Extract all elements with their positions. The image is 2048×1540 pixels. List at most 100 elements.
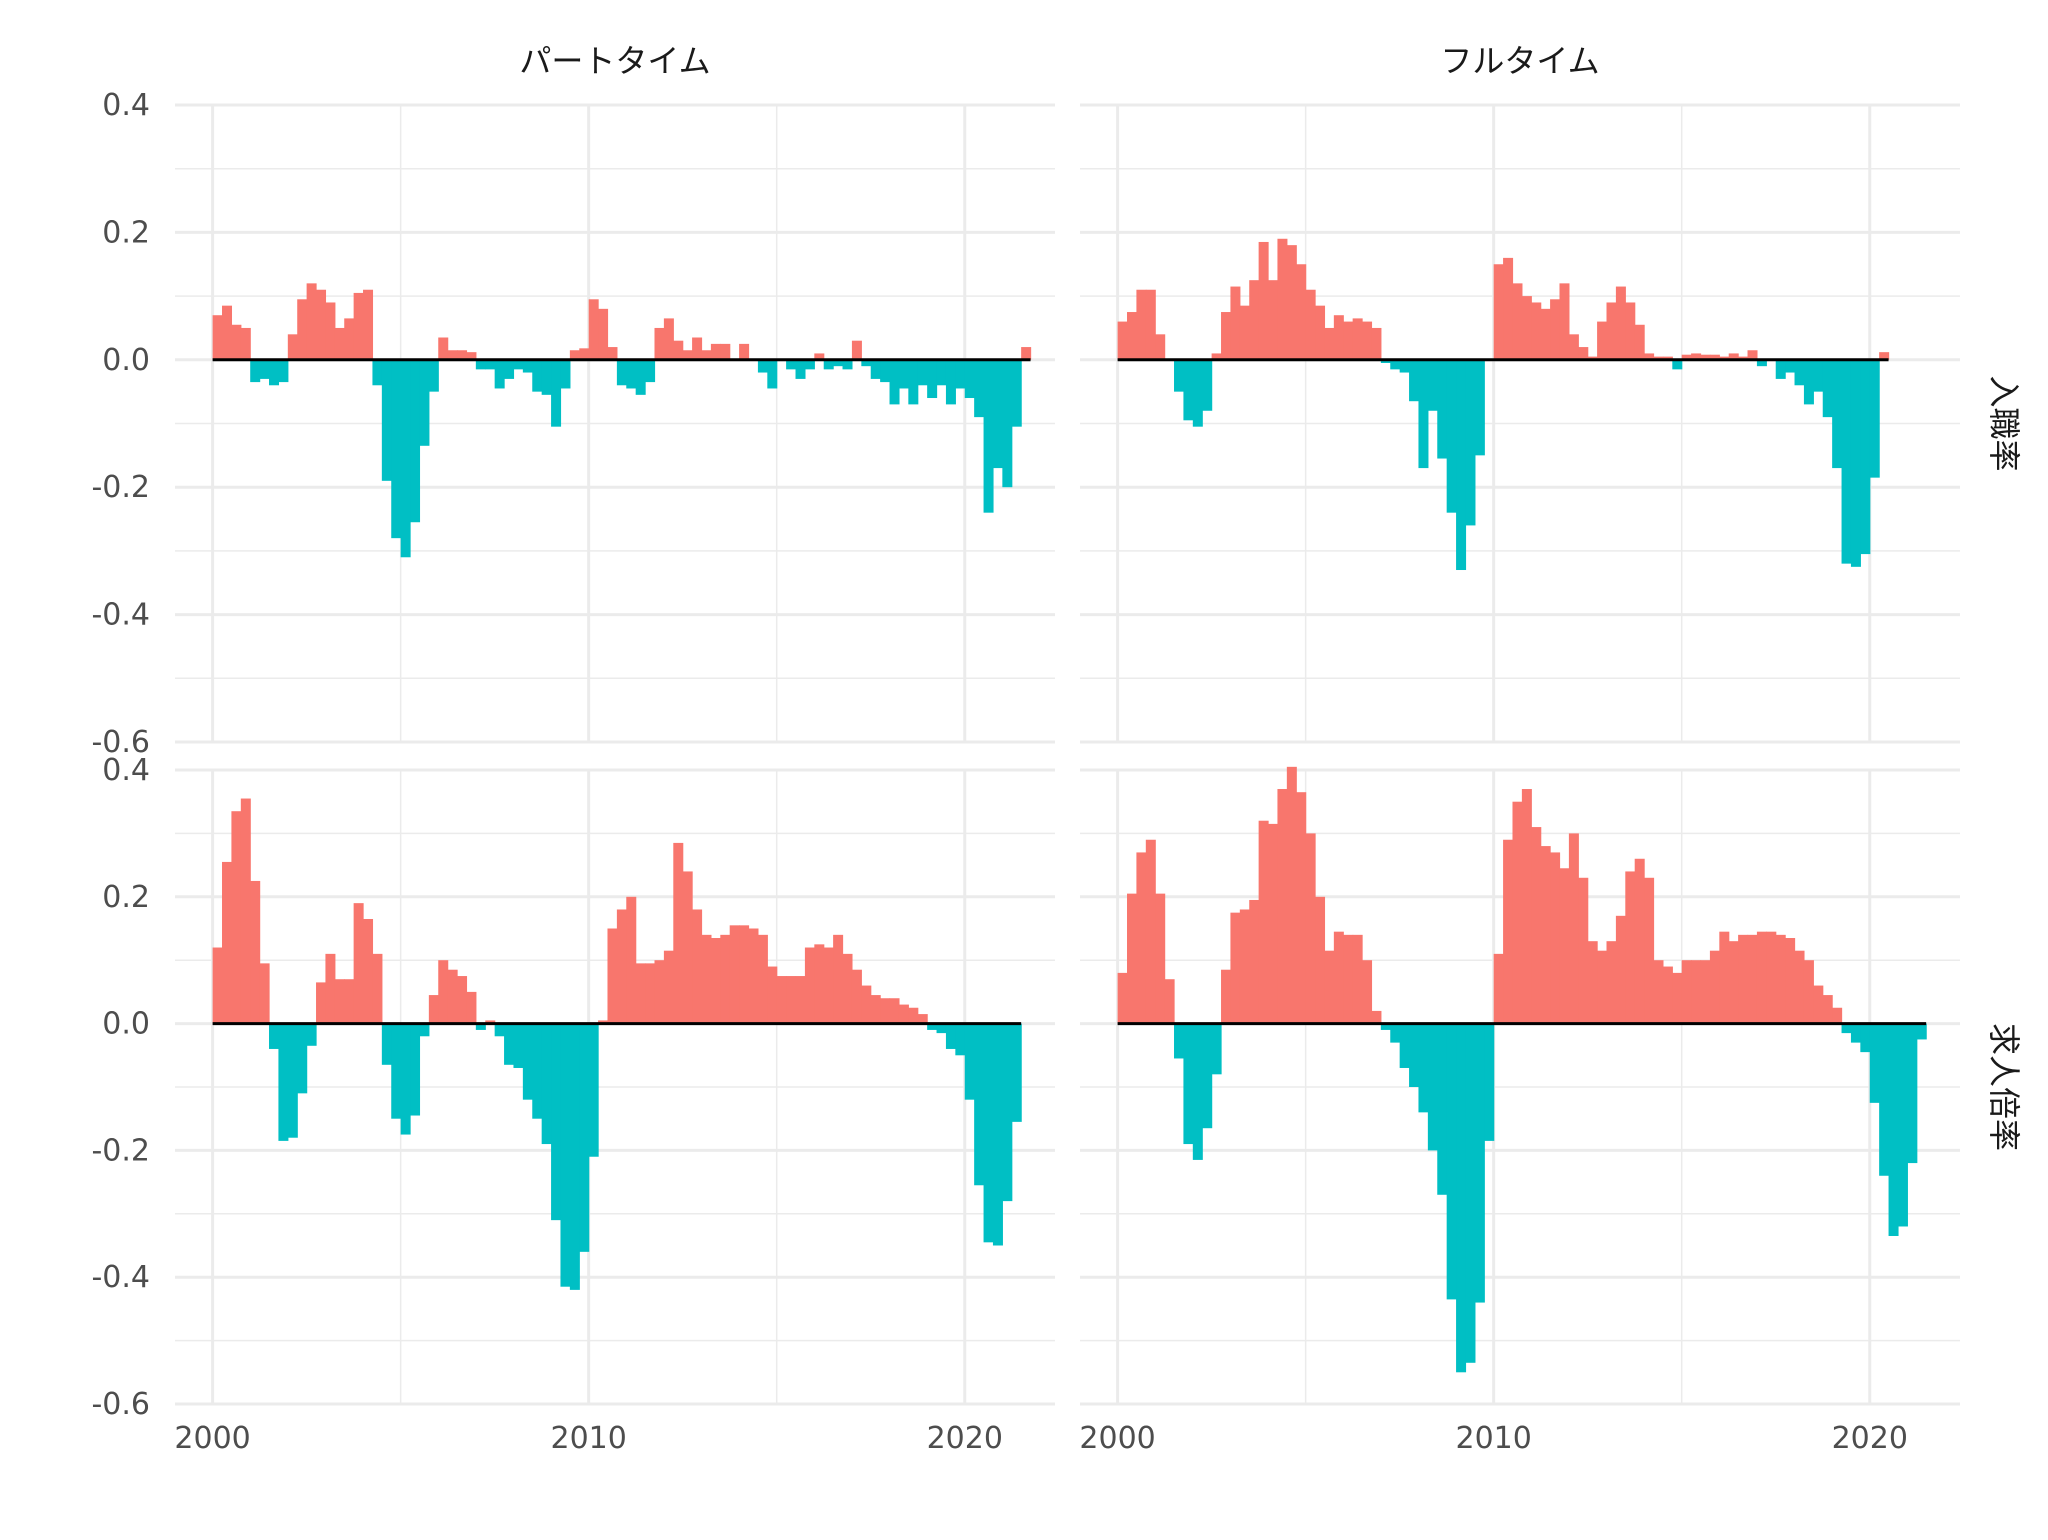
bar-c1r1-14 <box>1249 899 1260 1024</box>
y-tick-label: 0.2 <box>102 880 150 915</box>
bar-c1r1-20 <box>1305 833 1316 1024</box>
bar-c0r1-64 <box>814 944 825 1024</box>
bar-c1r1-85 <box>1916 1023 1927 1040</box>
bar-c0r1-7 <box>278 1023 289 1141</box>
bar-c1r0-23 <box>1333 315 1344 360</box>
bar-c0r0-85 <box>1011 359 1022 427</box>
bar-c1r1-43 <box>1521 789 1532 1024</box>
bar-c0r1-17 <box>372 953 383 1024</box>
bar-c0r0-59 <box>767 359 778 389</box>
bar-c1r1-81 <box>1879 1023 1890 1176</box>
bar-c0r0-13 <box>334 327 345 360</box>
bar-c1r1-66 <box>1738 934 1749 1024</box>
bar-c0r0-54 <box>720 343 731 360</box>
bar-c1r0-49 <box>1578 347 1589 360</box>
bar-c1r0-43 <box>1521 296 1532 360</box>
bar-c0r1-5 <box>259 963 270 1024</box>
bar-c0r0-44 <box>626 359 637 389</box>
bar-c1r0-14 <box>1249 280 1260 360</box>
bar-c1r1-56 <box>1644 877 1655 1024</box>
bar-c0r1-41 <box>598 1020 609 1024</box>
bar-c0r0-17 <box>372 359 383 386</box>
bar-c0r1-85 <box>1011 1023 1022 1122</box>
bar-c0r0-2 <box>231 324 242 360</box>
bar-c1r0-30 <box>1399 359 1410 373</box>
bar-c1r1-59 <box>1672 972 1683 1024</box>
bar-c1r0-0 <box>1117 321 1128 360</box>
bar-c0r0-16 <box>363 289 374 360</box>
bar-c1r0-19 <box>1296 264 1307 360</box>
bar-c1r0-10 <box>1211 353 1222 360</box>
bar-c1r1-11 <box>1221 969 1232 1024</box>
bar-c0r1-68 <box>851 969 862 1024</box>
y-tick-label: 0.4 <box>102 753 150 788</box>
bar-c1r1-12 <box>1230 912 1241 1024</box>
bar-c1r0-2 <box>1136 289 1147 360</box>
bar-c1r1-52 <box>1606 941 1617 1024</box>
bar-c0r0-36 <box>551 359 562 427</box>
bar-c0r1-36 <box>551 1023 562 1221</box>
bar-c1r1-25 <box>1352 934 1363 1024</box>
bar-c0r0-22 <box>419 359 430 446</box>
x-tick-label: 2000 <box>174 1421 250 1456</box>
bar-c0r1-39 <box>579 1023 590 1252</box>
bar-c0r0-58 <box>757 359 768 373</box>
bar-c0r0-80 <box>964 359 975 399</box>
bar-c1r1-40 <box>1493 953 1504 1024</box>
bar-c1r0-33 <box>1427 359 1438 411</box>
bar-c1r0-48 <box>1568 334 1579 360</box>
bar-c0r1-45 <box>635 963 646 1024</box>
bar-c0r1-40 <box>588 1023 599 1157</box>
bar-c1r1-46 <box>1550 852 1561 1024</box>
bar-c1r0-76 <box>1832 359 1843 469</box>
bar-c1r0-56 <box>1644 353 1655 360</box>
bar-c1r1-49 <box>1578 877 1589 1024</box>
bar-c1r1-21 <box>1315 896 1326 1024</box>
bar-c1r1-27 <box>1371 1010 1382 1024</box>
bar-c1r1-65 <box>1728 941 1739 1024</box>
bar-c1r0-7 <box>1183 359 1194 421</box>
bar-c1r0-40 <box>1493 264 1504 360</box>
bar-c1r1-42 <box>1512 801 1523 1024</box>
bar-c1r0-25 <box>1352 318 1363 360</box>
bar-c0r1-59 <box>767 966 778 1024</box>
bar-c1r1-68 <box>1756 931 1767 1024</box>
bar-c0r1-24 <box>438 960 449 1024</box>
bar-c0r0-8 <box>287 334 298 360</box>
bar-c0r0-78 <box>945 359 956 405</box>
bar-c0r0-56 <box>739 343 750 360</box>
bar-c0r1-52 <box>701 934 712 1024</box>
bar-c0r0-18 <box>381 359 392 481</box>
bar-c0r0-1 <box>222 305 233 360</box>
bar-c0r1-11 <box>316 982 327 1024</box>
bar-c0r0-31 <box>504 359 515 379</box>
bar-c0r1-8 <box>287 1023 298 1138</box>
bar-c1r0-15 <box>1258 241 1269 360</box>
bar-c1r0-78 <box>1850 359 1861 567</box>
bar-c1r0-73 <box>1803 359 1814 405</box>
bar-c1r0-51 <box>1597 321 1608 360</box>
bar-c1r1-39 <box>1484 1023 1495 1141</box>
bar-c0r0-69 <box>861 359 872 367</box>
bar-c0r0-41 <box>598 308 609 360</box>
bar-c0r0-67 <box>842 359 853 370</box>
bar-c1r1-45 <box>1540 846 1551 1024</box>
bar-c1r1-33 <box>1427 1023 1438 1151</box>
bar-c1r0-74 <box>1813 359 1824 392</box>
bar-c0r0-46 <box>645 359 656 383</box>
bar-c0r1-58 <box>757 934 768 1024</box>
bar-c1r1-0 <box>1117 972 1128 1024</box>
y-tick-label: -0.2 <box>91 470 150 505</box>
bar-c0r1-37 <box>560 1023 571 1287</box>
bar-c1r0-32 <box>1418 359 1429 469</box>
bar-c0r0-64 <box>814 353 825 360</box>
bar-c1r0-37 <box>1465 359 1476 526</box>
bar-c1r0-62 <box>1700 354 1711 360</box>
bar-c0r1-51 <box>692 909 703 1024</box>
bar-c1r1-23 <box>1333 931 1344 1024</box>
bar-c1r1-32 <box>1418 1023 1429 1113</box>
bar-c1r0-50 <box>1587 356 1598 360</box>
bar-c1r1-41 <box>1503 839 1514 1024</box>
bar-c1r0-65 <box>1728 353 1739 360</box>
